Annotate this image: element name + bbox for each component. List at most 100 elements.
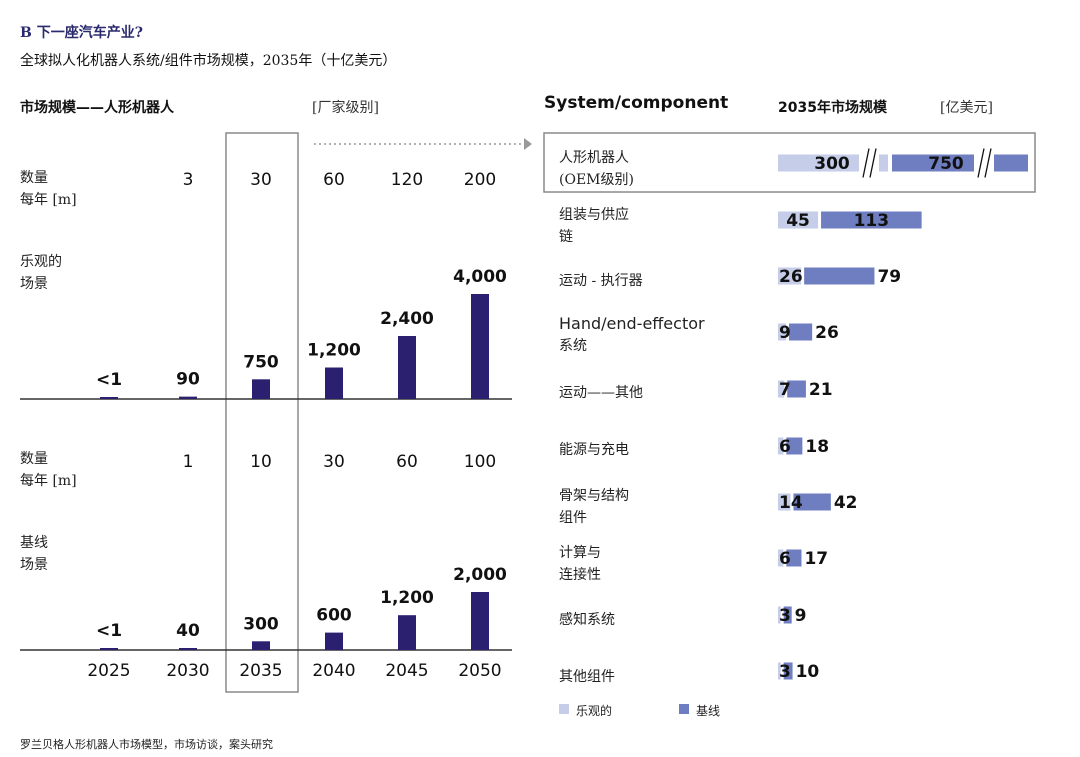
component-value-baseline-actuators: 79	[877, 267, 901, 287]
optimistic-count-2050: 200	[463, 170, 497, 190]
year-label-2050: 2050	[458, 661, 502, 681]
optimistic-bar-2045	[398, 336, 416, 399]
component-bar-baseline-actuators	[804, 267, 875, 285]
baseline-bar-2025	[100, 648, 118, 650]
baseline-count-2045: 60	[396, 452, 418, 472]
legend-swatch-baseline	[679, 704, 689, 714]
component-value-baseline-humanoid: 750	[928, 154, 964, 174]
axis-break-baseline-gap	[974, 148, 994, 178]
axis-break-optimistic-line-1	[862, 148, 870, 178]
component-value-optimistic-skeleton: 14	[779, 493, 803, 513]
right-panel-unit: [亿美元]	[940, 100, 993, 116]
baseline-bar-2030	[179, 648, 197, 650]
component-bar-optimistic-energy	[778, 437, 784, 455]
optimistic-value-label-2035: 750	[243, 352, 279, 372]
component-label-perception: 感知系统	[559, 612, 615, 628]
component-value-optimistic-other: 3	[779, 662, 791, 682]
component-bar-optimistic-actuators	[778, 267, 802, 285]
optimistic-value-label-2040: 1,200	[307, 341, 361, 361]
year-label-2030: 2030	[166, 661, 210, 681]
year-label-2035: 2035	[239, 661, 283, 681]
component-label-assembly: 组装与供应 链	[559, 207, 629, 245]
component-value-optimistic-motion-other: 7	[779, 380, 791, 400]
component-value-optimistic-assembly: 45	[786, 211, 810, 231]
baseline-value-label-2050: 2,000	[453, 565, 507, 585]
component-bar-baseline-other	[783, 662, 793, 680]
baseline-scenario-label: 基线 场景	[20, 535, 48, 573]
component-bar-optimistic-other	[778, 662, 781, 680]
legend-swatch-optimistic	[559, 704, 569, 714]
optimistic-bar-2040	[325, 367, 343, 399]
right-panel-metric: 2035年市场规模	[778, 100, 887, 116]
component-value-baseline-assembly: 113	[854, 211, 890, 231]
component-value-baseline-other: 10	[796, 662, 820, 682]
component-value-optimistic-perception: 3	[779, 606, 791, 626]
component-bar-baseline-energy	[786, 437, 803, 455]
component-label-actuators: 运动 - 执行器	[559, 273, 643, 289]
optimistic-bar-2025	[100, 397, 118, 399]
component-value-optimistic-compute: 6	[779, 549, 791, 569]
left-panel-title: 市场规模——人形机器人	[20, 100, 174, 116]
component-value-optimistic-energy: 6	[779, 437, 791, 457]
component-bar-baseline-perception	[783, 606, 792, 624]
baseline-count-2035: 10	[250, 452, 272, 472]
baseline-count-2030: 1	[182, 452, 194, 472]
optimistic-count-2040: 60	[323, 170, 345, 190]
connector-arrow-head	[524, 138, 532, 150]
component-value-optimistic-actuators: 26	[779, 267, 803, 287]
baseline-count-2040: 30	[323, 452, 345, 472]
year-label-2045: 2045	[385, 661, 429, 681]
year-label-2025: 2025	[87, 661, 131, 681]
component-value-optimistic-hand: 9	[779, 323, 791, 343]
optimistic-count-2035: 30	[250, 170, 272, 190]
component-label-skeleton: 骨架与结构 组件	[559, 488, 629, 526]
baseline-value-label-2025: <1	[96, 621, 122, 641]
highlight-box-2035	[225, 132, 299, 693]
component-label-hand: Hand/end-effector 系统	[559, 314, 705, 354]
source-note: 罗兰贝格人形机器人市场模型，市场访谈，案头研究	[20, 738, 273, 751]
optimistic-bar-2050	[471, 294, 489, 399]
component-bar-baseline-hand	[789, 323, 813, 341]
optimistic-count-2045: 120	[390, 170, 424, 190]
component-value-baseline-energy: 18	[805, 437, 829, 457]
component-label-energy: 能源与充电	[559, 442, 629, 458]
component-bar-optimistic-hand	[778, 323, 787, 341]
optimistic-count-2030: 3	[182, 170, 194, 190]
baseline-bar-2035	[252, 641, 270, 650]
component-value-baseline-hand: 26	[815, 323, 839, 343]
baseline-count-2050: 100	[463, 452, 497, 472]
optimistic-count-label: 数量 每年 [m]	[20, 170, 77, 208]
optimistic-value-label-2050: 4,000	[453, 267, 507, 287]
right-panel-title: System/component	[544, 93, 729, 113]
component-bar-optimistic-assembly	[778, 211, 819, 229]
optimistic-value-label-2045: 2,400	[380, 309, 434, 329]
component-bar-optimistic-skeleton	[778, 493, 791, 511]
baseline-value-label-2035: 300	[243, 614, 279, 634]
axis-break-optimistic-line-2	[869, 148, 877, 178]
component-label-compute: 计算与 连接性	[559, 545, 601, 583]
left-panel-unit: [厂家级别]	[312, 100, 379, 116]
component-label-motion-other: 运动——其他	[559, 385, 643, 401]
component-value-baseline-skeleton: 42	[834, 493, 858, 513]
component-value-baseline-motion-other: 21	[809, 380, 833, 400]
baseline-value-label-2045: 1,200	[380, 588, 434, 608]
component-bar-baseline-compute	[786, 549, 802, 567]
component-value-optimistic-humanoid: 300	[814, 154, 850, 174]
humanoid-row-highlight-box	[543, 132, 1036, 193]
figure-tag: B 下一座汽车产业?	[20, 25, 143, 41]
optimistic-bar-2035	[252, 379, 270, 399]
component-bar-baseline-motion-other	[787, 380, 806, 398]
component-label-humanoid: 人形机器人 (OEM级别)	[559, 150, 634, 188]
axis-break-optimistic-gap	[859, 148, 879, 178]
axis-break-baseline-line-1	[977, 148, 985, 178]
baseline-bar-2050	[471, 592, 489, 650]
component-bar-baseline-assembly	[821, 211, 922, 229]
baseline-bar-2040	[325, 632, 343, 650]
legend-label-baseline: 基线	[696, 704, 721, 718]
baseline-value-label-2030: 40	[176, 621, 200, 641]
component-bar-optimistic-motion-other	[778, 380, 785, 398]
legend-label-optimistic: 乐观的	[576, 704, 613, 718]
component-value-baseline-perception: 9	[795, 606, 807, 626]
component-bar-optimistic-perception	[778, 606, 781, 624]
